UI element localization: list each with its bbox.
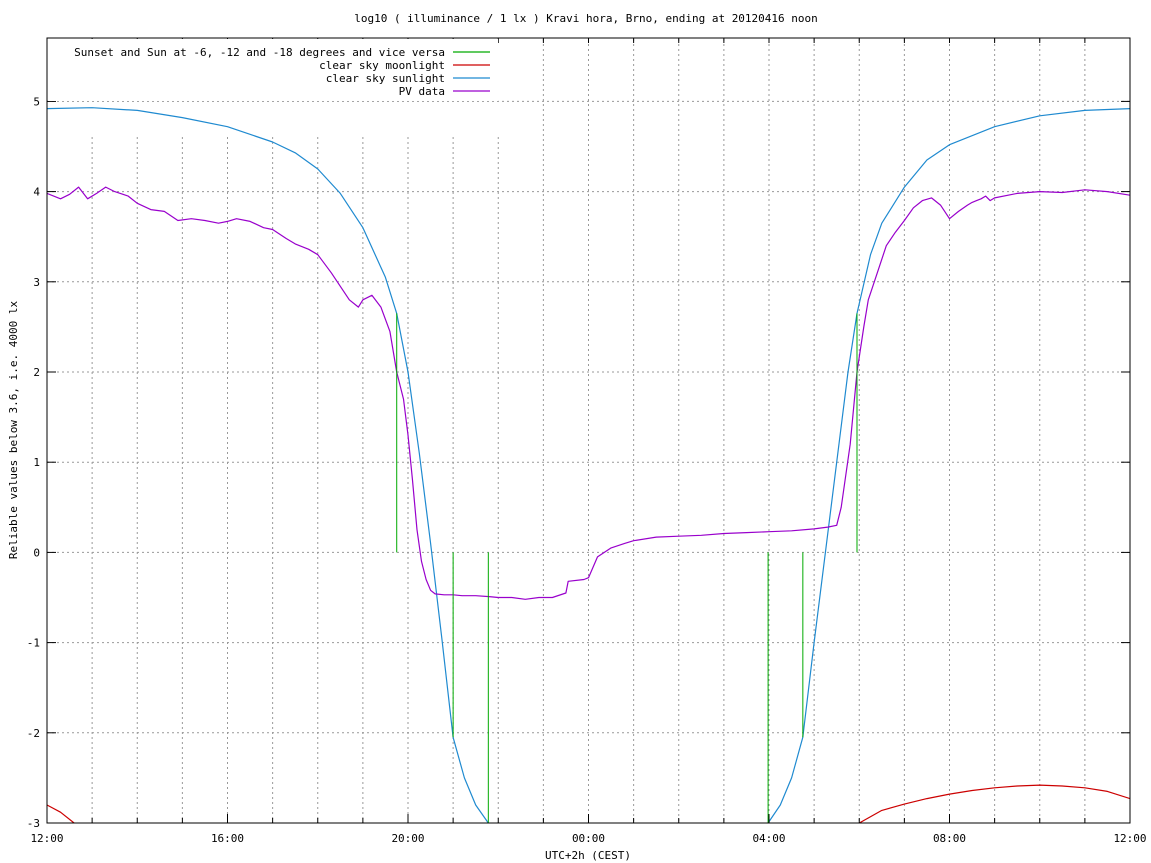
x-tick-label: 08:00 <box>933 832 966 845</box>
y-tick-label: 0 <box>33 546 40 559</box>
legend-label: Sunset and Sun at -6, -12 and -18 degree… <box>74 46 445 59</box>
x-tick-label: 00:00 <box>572 832 605 845</box>
x-tick-label: 04:00 <box>752 832 785 845</box>
series-group <box>47 107 1130 823</box>
legend-label: clear sky sunlight <box>326 72 445 85</box>
y-tick-label: 5 <box>33 95 40 108</box>
legend-label: clear sky moonlight <box>319 59 445 72</box>
axis-ticks: 12:00 16:00 20:00 00:00 04:00 08:00 12:00 -3 -2 -… <box>27 38 1147 845</box>
clear-sky-moonlight-line <box>47 784 1130 823</box>
y-tick-label: 2 <box>33 366 40 379</box>
x-tick-label: 20:00 <box>391 832 424 845</box>
y-tick-label: 1 <box>33 456 40 469</box>
chart-title: log10 ( illuminance / 1 lx ) Kravi hora,… <box>354 12 818 25</box>
clear-sky-sunlight-line <box>47 107 1130 823</box>
x-tick-label: 12:00 <box>1113 832 1146 845</box>
y-tick-label: 4 <box>33 186 40 199</box>
legend: Sunset and Sun at -6, -12 and -18 degree… <box>48 39 498 101</box>
legend-background <box>48 39 498 101</box>
legend-label: PV data <box>399 85 445 98</box>
x-tick-label: 12:00 <box>30 832 63 845</box>
y-tick-label: -2 <box>27 727 40 740</box>
pv-data-line <box>47 186 1130 600</box>
series-group <box>396 313 858 823</box>
series-group <box>47 784 1130 823</box>
series-layer <box>47 107 1130 823</box>
x-tick-label: 16:00 <box>211 832 244 845</box>
y-axis-label: Reliable values below 3.6, i.e. 4000 lx <box>7 300 20 559</box>
grid <box>47 39 1130 823</box>
x-axis-label: UTC+2h (CEST) <box>545 849 631 862</box>
series-group <box>47 186 1130 600</box>
y-tick-label: -3 <box>27 817 40 830</box>
y-tick-label: -1 <box>27 637 40 650</box>
y-tick-label: 3 <box>33 276 40 289</box>
